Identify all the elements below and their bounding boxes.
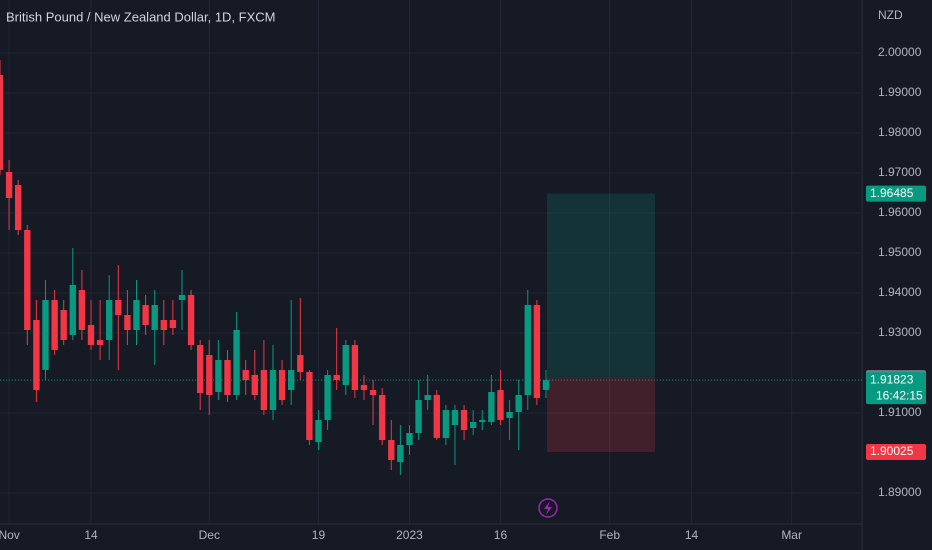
candle-body	[69, 285, 76, 335]
candle-body	[33, 320, 40, 390]
loss-zone	[546, 378, 655, 452]
last-price-label: 1.91823	[870, 372, 914, 386]
position-tool[interactable]	[546, 193, 655, 452]
candle-body	[0, 75, 4, 170]
candle-body	[324, 375, 331, 420]
y-tick-label: 1.96000	[878, 205, 922, 219]
candle-body	[415, 400, 422, 433]
candle-body	[424, 395, 431, 400]
candle-body	[278, 370, 286, 400]
candle-body	[488, 392, 495, 422]
candle-body	[160, 320, 167, 330]
candle-body	[524, 305, 531, 395]
target-label: 1.96485	[870, 186, 914, 200]
candle-body	[151, 305, 158, 330]
x-tick-label: Nov	[0, 528, 20, 542]
candle-body	[42, 300, 49, 370]
candle-body	[360, 385, 368, 390]
x-tick-label: 19	[312, 528, 326, 542]
candle-body	[233, 330, 240, 395]
candle-body	[533, 305, 541, 398]
candle-body	[388, 440, 395, 460]
stop-label: 1.90025	[870, 444, 914, 458]
countdown: 16:42:15	[876, 388, 923, 402]
x-tick-label: Feb	[599, 528, 620, 542]
candle-body	[306, 372, 313, 440]
candle-body	[51, 300, 58, 350]
candle-body	[269, 370, 277, 410]
candle-body	[351, 345, 359, 390]
stop-label-box	[866, 444, 926, 460]
axis-labels: 1.89000 1.91000 1.93000 1.94000 1.95000 1.960…	[0, 45, 926, 542]
candle-body	[242, 370, 249, 380]
y-tick-label: 1.91000	[878, 405, 922, 419]
candle-body	[115, 300, 122, 315]
candle-body	[288, 370, 295, 390]
y-tick-label: 1.94000	[878, 285, 922, 299]
y-tick-label: 1.98000	[878, 125, 922, 139]
target-label-box	[866, 185, 926, 202]
candle-body	[433, 395, 440, 438]
candle-body	[187, 295, 195, 345]
candle-body	[479, 420, 486, 422]
candle-body	[197, 345, 204, 393]
candle-body	[24, 230, 31, 330]
profit-zone	[546, 193, 655, 379]
candle-body	[15, 185, 22, 230]
x-tick-label: Mar	[781, 528, 802, 542]
candle-body	[178, 295, 186, 300]
y-tick-label: 1.99000	[878, 85, 922, 99]
last-price-label-box	[866, 372, 926, 405]
alert-icon[interactable]	[538, 498, 558, 518]
x-tick-label: 14	[685, 528, 699, 542]
currency-label: NZD	[878, 8, 903, 22]
candle-body	[224, 360, 231, 395]
x-tick-label: 14	[84, 528, 98, 542]
y-tick-label: 2.00000	[878, 45, 922, 59]
candle-body	[397, 445, 404, 462]
candle-body	[78, 290, 86, 330]
candle-body	[251, 375, 258, 395]
candle-body	[315, 420, 322, 442]
y-tick-label: 1.93000	[878, 325, 922, 339]
grid	[0, 0, 863, 550]
candle-body	[515, 395, 522, 412]
x-tick-label: Dec	[199, 528, 220, 542]
candle-body	[333, 375, 340, 380]
candle-body	[406, 433, 413, 445]
y-tick-label: 1.95000	[878, 245, 922, 259]
candle-body	[169, 320, 177, 328]
candle-body	[497, 390, 504, 420]
candle-body	[206, 355, 213, 395]
candle-body	[5, 172, 13, 198]
candle-body	[142, 305, 149, 325]
candle-body	[451, 410, 459, 425]
candle-body	[106, 300, 113, 340]
candle-body	[60, 310, 67, 340]
candle-body	[506, 412, 513, 418]
candle-body	[369, 390, 377, 395]
candle-body	[342, 345, 349, 385]
x-tick-label: 16	[494, 528, 508, 542]
candle-body	[133, 300, 140, 330]
candle-body	[460, 410, 468, 430]
y-tick-label: 1.97000	[878, 165, 922, 179]
candle-body	[469, 422, 477, 428]
candle-body	[442, 410, 450, 438]
chart-title: British Pound / New Zealand Dollar, 1D, …	[6, 9, 276, 24]
candle-body	[378, 395, 386, 440]
candles	[0, 60, 550, 475]
candle-body	[215, 360, 222, 392]
candle-body	[87, 325, 95, 345]
y-tick-label: 1.89000	[878, 485, 922, 499]
x-tick-label: 2023	[396, 528, 423, 542]
candle-body	[542, 380, 550, 390]
candle-body	[124, 315, 131, 330]
candle-body	[260, 370, 268, 410]
candle-body	[297, 355, 304, 372]
candle-body	[96, 340, 104, 345]
